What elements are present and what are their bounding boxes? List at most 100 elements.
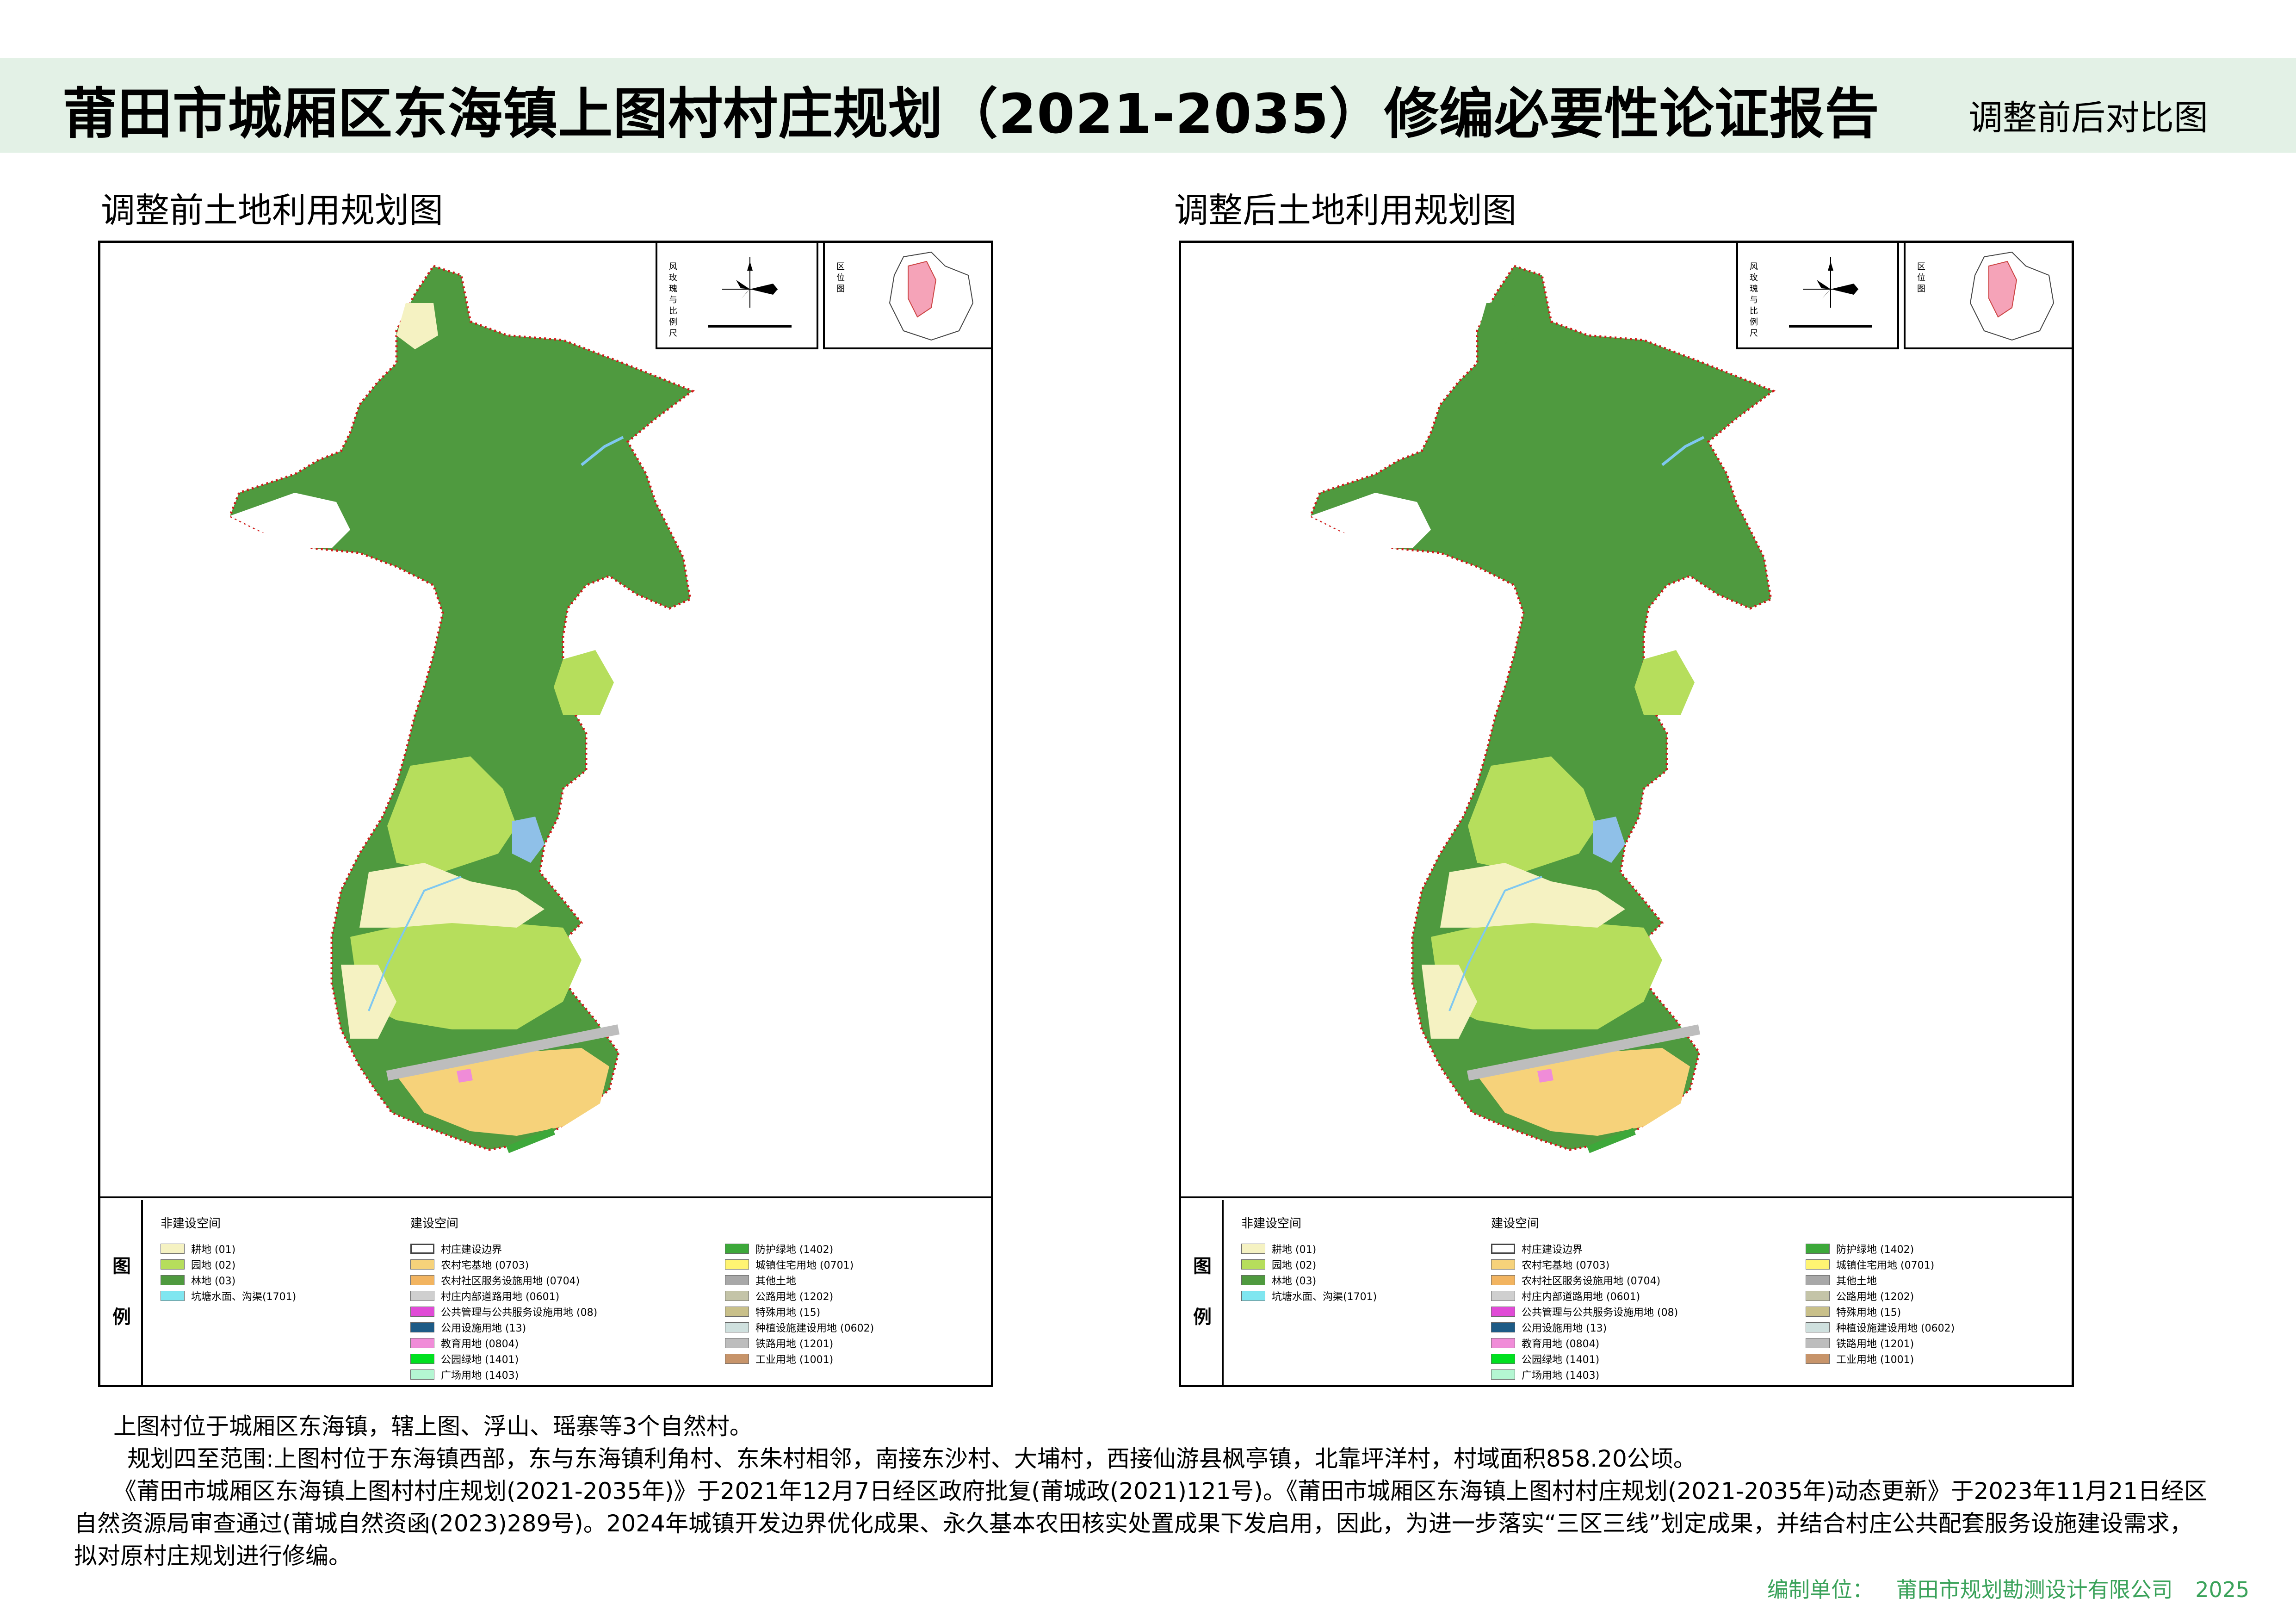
farmland-zone-south — [1422, 965, 1477, 1039]
legend-item: 教育用地 (0804) — [1491, 1335, 1599, 1351]
location-map-icon — [1969, 251, 2055, 341]
footer: 编制单位： 莆田市规划勘测设计有限公司 2025 — [1767, 1573, 2265, 1604]
legend-item: 农村宅基地 (0703) — [410, 1257, 529, 1272]
forest-land-zone — [1309, 265, 1776, 1151]
footer-label: 编制单位： — [1767, 1577, 1874, 1602]
construction-title: 建设空间 — [410, 1217, 459, 1231]
description-line: 规划四至范围:上图村位于东海镇西部，东与东海镇利角村、东朱村相邻，南接东沙村、大… — [127, 1445, 1696, 1472]
legend-item: 公用设施用地 (13) — [1491, 1319, 1607, 1335]
legend-item: 公用设施用地 (13) — [410, 1319, 526, 1335]
river — [581, 436, 624, 466]
legend-item: 公路用地 (1202) — [1806, 1288, 1914, 1304]
before-map-caption: 调整前土地利用规划图 — [101, 191, 443, 230]
legend-item: 公园绿地 (1401) — [410, 1351, 519, 1367]
village-territory — [228, 265, 695, 1153]
location-inset-label: 区位图 — [836, 262, 845, 294]
orchard-zone-south — [1431, 918, 1662, 1029]
legend-item: 坑塘水面、沟渠(1701) — [1241, 1288, 1377, 1304]
non-construction-title: 非建设空间 — [161, 1217, 221, 1231]
compass-inset-label: 风玫瑰与比例尺 — [1750, 262, 1758, 338]
residential-zone — [1477, 1048, 1690, 1136]
description-line: 上图村位于城厢区东海镇，辖上图、浮山、瑶寨等3个自然村。 — [113, 1413, 753, 1440]
orchard-zone-middle — [387, 756, 517, 872]
legend-item: 林地 (03) — [161, 1272, 235, 1288]
orchard-zone-north — [554, 650, 614, 715]
river — [1661, 436, 1705, 466]
legend-item: 种植设施建设用地 (0602) — [1806, 1319, 1955, 1335]
legend-item: 公共管理与公共服务设施用地 (08) — [410, 1304, 597, 1319]
legend-item: 特殊用地 (15) — [725, 1304, 820, 1319]
compass-scale-inset: 风玫瑰与比例尺 — [656, 243, 818, 349]
non-construction-title: 非建设空间 — [1241, 1217, 1302, 1231]
location-inset-label: 区位图 — [1917, 262, 1925, 294]
education-land — [457, 1069, 473, 1083]
legend-item: 村庄内部道路用地 (0601) — [1491, 1288, 1640, 1304]
legend-title: 图 例 — [1181, 1200, 1224, 1385]
legend-item: 公园绿地 (1401) — [1491, 1351, 1599, 1367]
farmland-zone-north — [1477, 303, 1519, 349]
legend-item: 城镇住宅用地 (0701) — [725, 1257, 854, 1272]
legend-item: 教育用地 (0804) — [410, 1335, 519, 1351]
before-map-area: 风玫瑰与比例尺 区位图 — [100, 243, 991, 1198]
legend-title: 图 例 — [100, 1200, 143, 1385]
legend-item: 特殊用地 (15) — [1806, 1304, 1901, 1319]
before-legend: 图 例 非建设空间 建设空间 耕地 (01) 园地 (02) 林地 (03) 坑… — [100, 1200, 991, 1385]
legend-item: 公路用地 (1202) — [725, 1288, 833, 1304]
legend-item: 村庄建设边界 — [410, 1241, 502, 1257]
description-block: 上图村位于城厢区东海镇，辖上图、浮山、瑶寨等3个自然村。 规划四至范围:上图村位… — [74, 1410, 2248, 1572]
legend-item: 其他土地 — [725, 1272, 796, 1288]
legend-item: 园地 (02) — [1241, 1257, 1316, 1272]
sea-bay-cutout — [1311, 493, 1431, 548]
stream — [368, 876, 462, 1011]
legend-item: 广场用地 (1403) — [1491, 1367, 1599, 1382]
reservoir — [512, 817, 545, 863]
comparison-tag: 调整前后对比图 — [1968, 98, 2208, 138]
legend-item: 工业用地 (1001) — [1806, 1351, 1914, 1367]
legend-item: 林地 (03) — [1241, 1272, 1316, 1288]
orchard-zone-north — [1634, 650, 1695, 715]
after-map-area: 风玫瑰与比例尺 区位图 — [1181, 243, 2072, 1198]
location-inset: 区位图 — [823, 243, 991, 349]
legend-item: 铁路用地 (1201) — [725, 1335, 833, 1351]
location-map-icon — [889, 251, 974, 341]
legend-item: 防护绿地 (1402) — [1806, 1241, 1914, 1257]
stream — [1448, 876, 1542, 1011]
legend-item: 坑塘水面、沟渠(1701) — [161, 1288, 296, 1304]
orchard-zone-south — [350, 918, 582, 1029]
legend-item: 农村宅基地 (0703) — [1491, 1257, 1609, 1272]
legend-item: 工业用地 (1001) — [725, 1351, 833, 1367]
legend-item: 村庄建设边界 — [1491, 1241, 1583, 1257]
legend-item: 农村社区服务设施用地 (0704) — [1491, 1272, 1660, 1288]
sea-bay-cutout — [230, 493, 350, 548]
description-line: 拟对原村庄规划进行修编。 — [74, 1542, 352, 1569]
header-band — [0, 58, 2296, 153]
after-map-panel: 风玫瑰与比例尺 区位图 图 例 非建设空间 建设空间 耕 — [1179, 241, 2074, 1387]
legend-item: 种植设施建设用地 (0602) — [725, 1319, 874, 1335]
footer-year: 2025 — [2195, 1577, 2250, 1602]
before-land-use-map — [228, 265, 695, 1153]
location-inset: 区位图 — [1904, 243, 2072, 349]
village-territory — [1309, 265, 1776, 1153]
legend-item: 防护绿地 (1402) — [725, 1241, 833, 1257]
education-land — [1537, 1069, 1553, 1083]
legend-item: 城镇住宅用地 (0701) — [1806, 1257, 1934, 1272]
residential-zone — [396, 1048, 609, 1136]
description-line: 自然资源局审查通过(莆城自然资函(2023)289号)。2024年城镇开发边界优… — [74, 1510, 2193, 1537]
before-map-panel: 风玫瑰与比例尺 区位图 图 例 非建设空间 建设空间 耕 — [98, 241, 993, 1387]
legend-item: 村庄内部道路用地 (0601) — [410, 1288, 559, 1304]
description-line: 《莆田市城厢区东海镇上图村村庄规划(2021-2035年)》于2021年12月7… — [113, 1478, 2207, 1505]
legend-item: 公共管理与公共服务设施用地 (08) — [1491, 1304, 1678, 1319]
legend-item: 耕地 (01) — [1241, 1241, 1316, 1257]
farmland-zone — [1440, 863, 1625, 928]
railway-line — [386, 1024, 620, 1081]
farmland-zone-south — [341, 965, 396, 1039]
legend-item: 铁路用地 (1201) — [1806, 1335, 1914, 1351]
farmland-zone — [359, 863, 545, 928]
legend-item: 园地 (02) — [161, 1257, 235, 1272]
compass-inset-label: 风玫瑰与比例尺 — [669, 262, 677, 338]
wind-rose-icon — [708, 257, 792, 328]
railway-line-south — [1587, 1127, 1636, 1153]
after-legend: 图 例 非建设空间 建设空间 耕地 (01) 园地 (02) 林地 (03) 坑… — [1181, 1200, 2072, 1385]
legend-item: 农村社区服务设施用地 (0704) — [410, 1272, 580, 1288]
after-land-use-map — [1309, 265, 1776, 1153]
